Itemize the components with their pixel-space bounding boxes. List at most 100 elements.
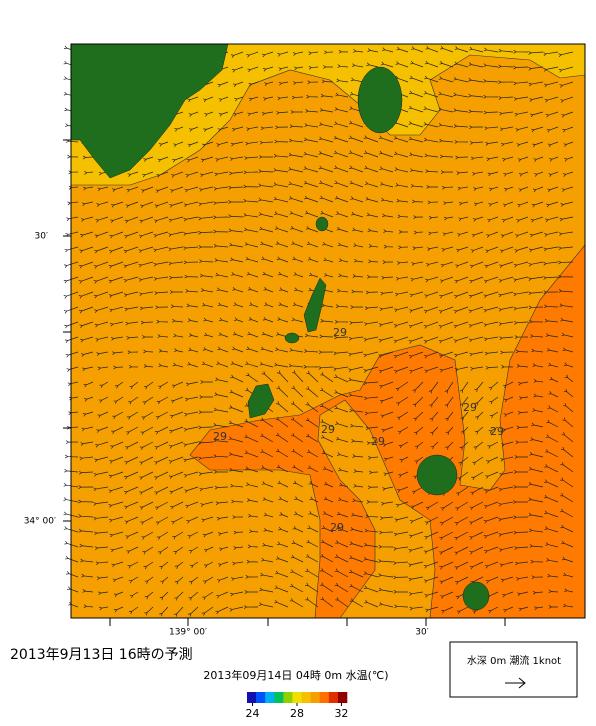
current-arrow <box>319 403 334 413</box>
current-arrow <box>139 456 154 465</box>
current-arrow <box>289 210 304 218</box>
current-arrow <box>169 201 184 208</box>
current-arrow <box>153 261 169 267</box>
current-arrow <box>322 466 334 473</box>
current-arrow <box>498 321 514 326</box>
current-arrow <box>367 228 379 233</box>
current-arrow <box>170 304 184 309</box>
current-arrow <box>259 140 274 145</box>
current-arrow <box>459 441 469 450</box>
current-arrow <box>168 471 184 479</box>
current-arrow <box>483 79 499 83</box>
current-arrow <box>247 286 259 293</box>
current-arrow <box>228 420 244 428</box>
current-arrow <box>305 226 319 233</box>
current-arrow <box>348 366 364 373</box>
current-arrow <box>484 561 499 569</box>
current-arrow <box>274 226 289 233</box>
current-arrow <box>234 96 244 102</box>
current-arrow <box>529 452 544 458</box>
current-arrow <box>230 141 244 147</box>
current-arrow <box>441 246 454 252</box>
current-arrow <box>454 561 469 570</box>
current-arrow <box>230 374 244 383</box>
current-arrow <box>288 152 304 158</box>
contour-label: 29 <box>333 326 347 339</box>
current-arrow <box>259 226 274 233</box>
current-arrow <box>546 558 559 563</box>
current-arrow <box>413 230 424 235</box>
current-arrow <box>408 136 424 143</box>
current-arrow <box>334 107 349 113</box>
current-arrow <box>333 165 349 173</box>
current-arrow <box>305 386 319 398</box>
current-arrow <box>409 366 424 374</box>
current-arrow <box>233 546 244 550</box>
current-arrow <box>277 480 289 488</box>
current-arrow <box>515 231 529 238</box>
current-arrow <box>408 121 424 128</box>
current-arrow <box>260 417 274 428</box>
map <box>63 43 586 619</box>
current-arrow <box>246 559 259 564</box>
current-arrow <box>243 170 259 175</box>
current-arrow <box>320 318 334 323</box>
current-arrow <box>243 605 259 609</box>
current-arrow <box>248 96 259 102</box>
current-arrow <box>439 138 454 143</box>
current-arrow <box>560 508 574 518</box>
current-arrow <box>453 336 469 343</box>
current-arrow <box>487 216 499 223</box>
current-arrow <box>273 168 289 173</box>
current-arrow <box>214 470 229 474</box>
current-arrow <box>275 416 289 428</box>
current-arrow <box>414 456 424 464</box>
current-arrow <box>549 156 559 162</box>
current-arrow <box>528 276 544 281</box>
current-arrow <box>515 349 529 354</box>
current-arrow <box>454 46 469 53</box>
current-arrow <box>306 539 319 548</box>
current-arrow <box>428 231 439 236</box>
current-arrow <box>79 321 94 329</box>
current-arrow <box>320 582 334 593</box>
current-arrow <box>248 317 259 323</box>
current-arrow <box>440 170 454 174</box>
current-arrow <box>63 291 79 299</box>
current-arrow <box>278 526 289 533</box>
land <box>70 43 229 179</box>
current-arrow <box>459 396 469 407</box>
current-arrow <box>487 606 499 614</box>
current-arrow <box>408 576 424 582</box>
current-arrow <box>233 81 244 87</box>
current-arrow <box>290 110 304 114</box>
current-arrow <box>198 471 214 476</box>
current-arrow <box>323 65 334 69</box>
current-arrow <box>453 108 469 113</box>
current-arrow <box>275 401 289 413</box>
current-arrow <box>305 402 319 413</box>
contour-label: 29 <box>321 423 335 436</box>
current-arrow <box>291 432 304 443</box>
current-arrow <box>139 306 154 311</box>
current-arrow <box>289 598 304 608</box>
current-arrow <box>141 411 154 420</box>
current-arrow <box>94 321 109 328</box>
colorbar-cell <box>265 692 275 703</box>
current-arrow <box>517 410 529 415</box>
current-arrow <box>562 572 574 578</box>
current-arrow <box>444 381 454 394</box>
current-arrow <box>320 553 334 563</box>
current-arrow <box>82 155 94 160</box>
current-arrow <box>500 576 514 583</box>
current-arrow <box>113 606 124 613</box>
current-arrow <box>440 591 454 599</box>
current-arrow <box>455 261 469 268</box>
current-arrow <box>247 66 259 73</box>
current-arrow <box>199 486 214 492</box>
current-arrow <box>363 135 379 143</box>
current-arrow <box>306 449 319 458</box>
island <box>303 277 327 333</box>
current-arrow <box>94 456 109 463</box>
